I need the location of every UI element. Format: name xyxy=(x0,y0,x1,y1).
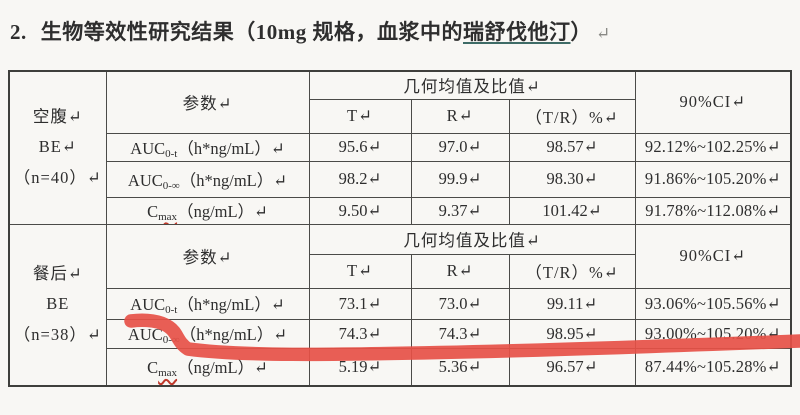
value-r: 5.36↵ xyxy=(410,347,510,387)
header-r: R↵ xyxy=(410,98,510,134)
paragraph-mark: ↵ xyxy=(596,24,611,43)
table-row: AUC0-t（h*ng/mL）↵ 73.1↵ 73.0↵ 99.11↵ 93.0… xyxy=(9,287,792,320)
value-ci: 91.78%~112.08%↵ xyxy=(634,196,792,225)
value-r: 99.9↵ xyxy=(410,160,510,198)
value-tr: 96.57↵ xyxy=(508,347,636,387)
value-ci: 91.86%~105.20%↵ xyxy=(634,160,792,198)
value-ci: 93.06%~105.56%↵ xyxy=(634,287,792,320)
value-t: 73.1↵ xyxy=(308,287,412,320)
param-cell: AUC0-t（h*ng/mL）↵ xyxy=(105,132,310,162)
value-tr: 98.30↵ xyxy=(508,160,636,198)
header-ci: 90%CI↵ xyxy=(634,223,792,289)
param-label: Cmax（ng/mL）↵ xyxy=(147,358,268,380)
header-param: 参数↵ xyxy=(105,223,310,289)
param-cell: AUC0-∞（h*ng/mL）↵ xyxy=(105,160,310,198)
param-label: AUC0-t（h*ng/mL）↵ xyxy=(130,295,285,316)
param-label: AUC0-∞（h*ng/mL）↵ xyxy=(127,325,288,346)
param-cell: AUC0-t（h*ng/mL）↵ xyxy=(105,287,310,320)
group-line: BE↵ xyxy=(38,137,77,157)
title-paren-close: ） xyxy=(570,20,592,44)
value-ci: 93.00%~105.20%↵ xyxy=(634,318,792,349)
value-r: 9.37↵ xyxy=(410,196,510,225)
value-t: 98.2↵ xyxy=(308,160,412,198)
header-geomean: 几何均值及比值↵ xyxy=(308,70,636,100)
group-line: 空腹↵ xyxy=(32,106,83,126)
value-r: 73.0↵ xyxy=(410,287,510,320)
group-cell-fasting: 空腹↵ BE↵ （n=40）↵ xyxy=(8,70,107,225)
value-t: 5.19↵ xyxy=(308,347,412,387)
header-tr: （T/R）%↵ xyxy=(508,98,636,134)
value-tr: 98.95↵ xyxy=(508,318,636,349)
value-ci: 87.44%~105.28%↵ xyxy=(634,347,792,387)
table-row: AUC0-∞（h*ng/mL）↵ 74.3↵ 74.3↵ 98.95↵ 93.0… xyxy=(9,318,792,349)
param-label: AUC0-t（h*ng/mL）↵ xyxy=(130,138,285,160)
param-label: AUC0-∞（h*ng/mL）↵ xyxy=(127,170,288,192)
value-t: 74.3↵ xyxy=(308,318,412,349)
table-row: AUC0-∞（h*ng/mL）↵ 98.2↵ 99.9↵ 98.30↵ 91.8… xyxy=(9,160,792,198)
header-r: R↵ xyxy=(410,253,510,289)
value-r: 97.0↵ xyxy=(410,132,510,162)
value-ci: 92.12%~102.25%↵ xyxy=(634,132,792,162)
title-drug-link: 瑞舒伐他汀 xyxy=(463,20,571,44)
header-ci: 90%CI↵ xyxy=(634,70,792,134)
table-row: AUC0-t（h*ng/mL）↵ 95.6↵ 97.0↵ 98.57↵ 92.1… xyxy=(9,132,792,162)
table-row: Cmax（ng/mL）↵ 9.50↵ 9.37↵ 101.42↵ 91.78%~… xyxy=(9,196,792,225)
value-tr: 98.57↵ xyxy=(508,132,636,162)
param-label: Cmax（ng/mL）↵ xyxy=(147,202,268,223)
param-cell: Cmax（ng/mL）↵ xyxy=(105,347,310,387)
table-row: Cmax（ng/mL）↵ 5.19↵ 5.36↵ 96.57↵ 87.44%~1… xyxy=(9,347,792,387)
group-line: （n=40）↵ xyxy=(13,168,102,187)
value-r: 74.3↵ xyxy=(410,318,510,349)
header-param: 参数↵ xyxy=(105,70,310,134)
group-cell-fed: 餐后↵ BE （n=38）↵ xyxy=(8,223,107,387)
misspelled-subscript: max xyxy=(158,211,178,223)
group-line: 餐后↵ xyxy=(32,263,83,283)
group-line: BE xyxy=(46,294,70,314)
title-main: 生物等效性研究结果 xyxy=(40,20,235,44)
value-t: 95.6↵ xyxy=(308,132,412,162)
title-number: 2. xyxy=(10,20,27,44)
group-line: （n=38）↵ xyxy=(13,325,102,344)
param-cell: Cmax（ng/mL）↵ xyxy=(105,196,310,225)
value-tr: 101.42↵ xyxy=(508,196,636,225)
header-t: T↵ xyxy=(308,253,412,289)
page-title: 2. 生物等效性研究结果（10mg 规格，血浆中的瑞舒伐他汀） ↵ xyxy=(10,16,790,46)
value-t: 9.50↵ xyxy=(308,196,412,225)
bioequivalence-table: 空腹↵ BE↵ （n=40）↵ 参数↵ 几何均值及比值↵ 90%CI↵ T↵ R… xyxy=(8,70,793,387)
param-cell: AUC0-∞（h*ng/mL）↵ xyxy=(105,318,310,349)
header-geomean: 几何均值及比值↵ xyxy=(308,223,636,255)
misspelled-subscript: max xyxy=(158,367,178,380)
header-t: T↵ xyxy=(308,98,412,134)
header-tr: （T/R）%↵ xyxy=(508,253,636,289)
title-paren-open: （10mg 规格，血浆中的 xyxy=(234,20,463,44)
value-tr: 99.11↵ xyxy=(508,287,636,320)
